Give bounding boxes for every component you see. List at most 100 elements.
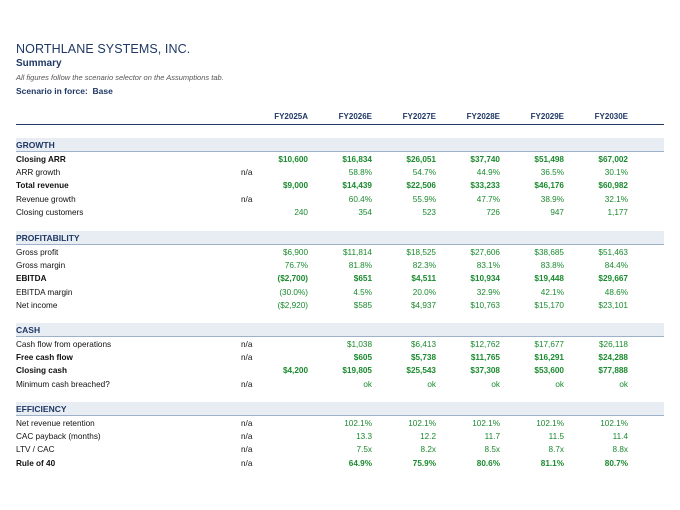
value-cell[interactable]: 36.5%	[540, 168, 564, 178]
value-cell[interactable]: 726	[486, 207, 500, 217]
value-cell[interactable]: ok	[427, 379, 436, 389]
value-cell[interactable]: 7.5x	[356, 445, 372, 455]
value-cell[interactable]: $27,606	[470, 248, 500, 257]
value-cell[interactable]: $29,667	[598, 274, 628, 284]
value-cell[interactable]: 42.1%	[540, 287, 564, 297]
value-cell[interactable]: 32.9%	[476, 287, 500, 297]
value-cell[interactable]: $24,288	[598, 353, 628, 363]
value-cell[interactable]: 4.5%	[353, 287, 372, 297]
value-cell[interactable]: 30.1%	[604, 168, 628, 178]
value-cell[interactable]: $37,740	[470, 155, 500, 164]
value-cell[interactable]: $77,888	[598, 366, 628, 376]
value-cell[interactable]: $33,233	[470, 181, 500, 191]
value-cell[interactable]: ($2,920)	[277, 300, 309, 310]
value-cell[interactable]: 44.9%	[476, 168, 500, 178]
value-cell[interactable]: 80.7%	[604, 458, 628, 468]
value-cell[interactable]: $9,000	[282, 181, 308, 191]
value-cell[interactable]: $46,176	[534, 181, 564, 191]
value-cell[interactable]: $18,525	[406, 248, 436, 257]
value-cell[interactable]: 54.7%	[412, 168, 436, 178]
value-cell[interactable]: $605	[353, 353, 372, 363]
value-cell[interactable]: $4,937	[410, 300, 436, 310]
value-cell[interactable]: $651	[353, 274, 372, 284]
value-cell[interactable]: $4,200	[282, 366, 308, 376]
value-cell[interactable]: $11,765	[470, 353, 500, 363]
value-cell[interactable]: 38.9%	[540, 194, 564, 204]
value-cell[interactable]: 11.7	[484, 432, 500, 442]
value-cell[interactable]: $38,685	[534, 248, 564, 257]
value-cell[interactable]: 8.7x	[548, 445, 564, 455]
value-cell[interactable]: 11.5	[548, 432, 564, 442]
value-cell[interactable]: (30.0%)	[279, 287, 308, 297]
value-cell[interactable]: 83.1%	[476, 261, 500, 271]
value-cell[interactable]: $6,900	[282, 248, 308, 257]
value-cell[interactable]: $16,291	[534, 353, 564, 363]
value-cell[interactable]: $19,805	[342, 366, 372, 376]
table-row: EBITDA margin (30.0%) 4.5% 20.0% 32.9% 42.1% 4…	[0, 288, 680, 301]
value-cell[interactable]: $10,934	[470, 274, 500, 284]
value-cell[interactable]: 55.9%	[412, 194, 436, 204]
value-cell[interactable]: $6,413	[410, 340, 436, 349]
value-cell[interactable]: 48.6%	[604, 287, 628, 297]
value-cell[interactable]: 523	[422, 207, 436, 217]
value-cell[interactable]: $26,118	[599, 340, 628, 349]
value-cell[interactable]: 80.6%	[476, 458, 500, 468]
value-cell[interactable]: 20.0%	[412, 287, 436, 297]
value-cell[interactable]: $22,506	[406, 181, 436, 191]
value-cell[interactable]: 8.8x	[612, 445, 628, 455]
value-cell[interactable]: $10,763	[470, 300, 500, 310]
value-cell[interactable]: 102.1%	[536, 419, 564, 428]
value-cell[interactable]: $5,738	[410, 353, 436, 363]
value-cell[interactable]: 64.9%	[348, 458, 372, 468]
value-cell[interactable]: 60.4%	[348, 194, 372, 204]
value-cell[interactable]: 81.8%	[348, 261, 372, 271]
value-cell[interactable]: 76.7%	[284, 261, 308, 271]
value-cell[interactable]: 84.4%	[604, 261, 628, 271]
value-cell[interactable]: 102.1%	[472, 419, 500, 428]
value-cell[interactable]: $11,814	[343, 248, 372, 257]
value-cell[interactable]: $25,543	[406, 366, 436, 376]
value-cell[interactable]: ok	[363, 379, 372, 389]
value-cell[interactable]: 13.3	[356, 432, 372, 442]
value-cell[interactable]: 8.2x	[420, 445, 436, 455]
value-cell[interactable]: 58.8%	[348, 168, 372, 178]
value-cell[interactable]: $4,511	[411, 274, 436, 284]
value-cell[interactable]: 32.1%	[604, 194, 628, 204]
value-cell[interactable]: 8.5x	[484, 445, 500, 455]
value-cell[interactable]: $1,038	[346, 340, 372, 349]
value-cell[interactable]: 81.1%	[540, 458, 564, 468]
value-cell[interactable]: 240	[294, 207, 308, 217]
value-cell[interactable]: 82.3%	[412, 261, 436, 271]
value-cell[interactable]: 102.1%	[408, 419, 436, 428]
value-cell[interactable]: $51,463	[598, 248, 628, 257]
value-cell[interactable]: $19,448	[534, 274, 564, 284]
value-cell[interactable]: $26,051	[406, 155, 436, 164]
value-cell[interactable]: $53,600	[534, 366, 564, 376]
value-cell[interactable]: $37,308	[470, 366, 500, 376]
value-cell[interactable]: 947	[550, 207, 564, 217]
value-cell[interactable]: 102.1%	[600, 419, 628, 428]
value-cell[interactable]: $585	[353, 300, 372, 310]
value-cell[interactable]: $14,439	[342, 181, 372, 191]
value-cell[interactable]: $51,498	[534, 155, 564, 164]
value-cell[interactable]: ok	[619, 379, 628, 389]
value-cell[interactable]: ($2,700)	[277, 274, 309, 284]
value-cell[interactable]: 102.1%	[344, 419, 372, 428]
value-cell[interactable]: $16,834	[342, 155, 372, 164]
value-cell[interactable]: 11.4	[612, 432, 628, 442]
value-cell[interactable]: 1,177	[607, 207, 629, 217]
value-cell[interactable]: 12.2	[420, 432, 436, 442]
value-cell[interactable]: ok	[491, 379, 500, 389]
value-cell[interactable]: $67,002	[598, 155, 628, 164]
value-cell[interactable]: 47.7%	[476, 194, 500, 204]
value-cell[interactable]: $17,677	[534, 340, 564, 349]
value-cell[interactable]: $23,101	[598, 300, 628, 310]
value-cell[interactable]: 75.9%	[412, 458, 436, 468]
value-cell[interactable]: 83.8%	[540, 261, 564, 271]
value-cell[interactable]: ok	[555, 379, 564, 389]
value-cell[interactable]: $15,170	[534, 300, 564, 310]
value-cell[interactable]: $10,600	[278, 155, 308, 164]
value-cell[interactable]: $60,982	[598, 181, 628, 191]
value-cell[interactable]: $12,762	[470, 340, 500, 349]
value-cell[interactable]: 354	[358, 207, 372, 217]
